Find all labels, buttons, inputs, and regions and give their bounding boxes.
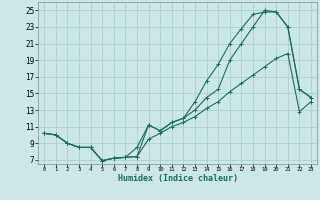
X-axis label: Humidex (Indice chaleur): Humidex (Indice chaleur): [118, 174, 238, 183]
